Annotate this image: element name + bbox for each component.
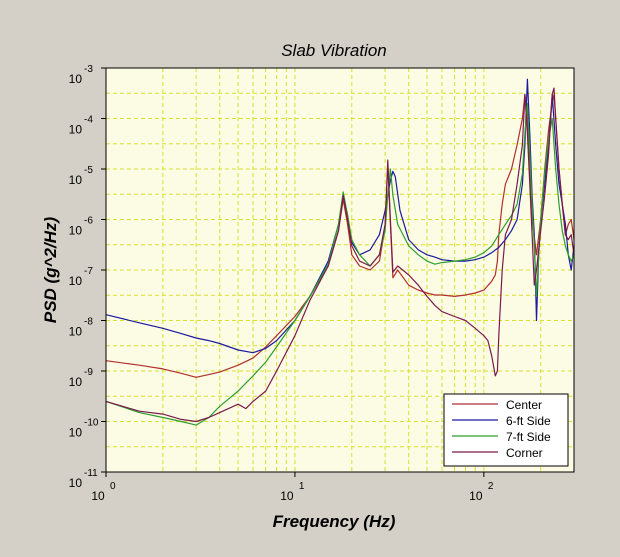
y-tick-label: 10 bbox=[69, 224, 83, 238]
x-tick-exponent: 0 bbox=[110, 481, 116, 492]
x-axis-ticks: 10 0 10 1 10 2 bbox=[91, 472, 494, 503]
legend-label: Corner bbox=[506, 446, 543, 460]
series-7-ft-side-line bbox=[105, 102, 575, 426]
x-tick-exponent: 1 bbox=[299, 481, 305, 492]
y-tick-label: 10 bbox=[69, 375, 83, 389]
y-tick-exponent: -11 bbox=[84, 468, 98, 479]
y-tick-exponent: -4 bbox=[84, 115, 93, 126]
y-tick-exponent: -5 bbox=[84, 165, 93, 176]
y-tick-label: 10 bbox=[69, 72, 83, 86]
legend: Center 6-ft Side 7-ft Side Corner bbox=[443, 393, 569, 467]
x-tick-exponent: 2 bbox=[488, 481, 494, 492]
y-tick-exponent: -7 bbox=[84, 266, 93, 277]
legend-label: 7-ft Side bbox=[506, 430, 551, 444]
x-axis-label: Frequency (Hz) bbox=[273, 512, 396, 531]
y-tick-exponent: -10 bbox=[84, 418, 99, 429]
series-corner-line bbox=[105, 87, 575, 423]
y-tick-label: 10 bbox=[69, 173, 83, 187]
y-tick-label: 10 bbox=[69, 426, 83, 440]
y-tick-exponent: -9 bbox=[84, 367, 93, 378]
y-tick-label: 10 bbox=[69, 325, 83, 339]
y-tick-label: 10 bbox=[69, 476, 83, 490]
y-tick-label: 10 bbox=[69, 274, 83, 288]
chart-title: Slab Vibration bbox=[281, 41, 387, 60]
y-tick-label: 10 bbox=[69, 123, 83, 137]
legend-box bbox=[443, 393, 569, 467]
x-tick-label: 10 bbox=[469, 489, 483, 503]
series-layer bbox=[105, 78, 575, 426]
x-tick-label: 10 bbox=[91, 489, 105, 503]
legend-label: 6-ft Side bbox=[506, 414, 551, 428]
x-tick-label: 10 bbox=[280, 489, 294, 503]
legend-label: Center bbox=[506, 398, 542, 412]
y-tick-exponent: -8 bbox=[84, 317, 93, 328]
y-axis-label: PSD (g^2/Hz) bbox=[41, 217, 60, 324]
y-tick-exponent: -3 bbox=[84, 64, 93, 75]
y-tick-exponent: -6 bbox=[84, 216, 93, 227]
